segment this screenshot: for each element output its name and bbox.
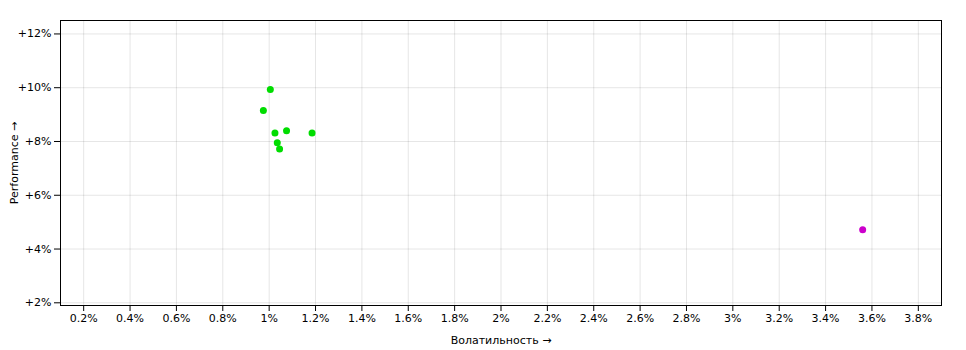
svg-text:0.2%: 0.2%: [70, 312, 98, 325]
svg-text:+8%: +8%: [25, 135, 52, 148]
svg-text:0.4%: 0.4%: [116, 312, 144, 325]
svg-text:Performance →: Performance →: [8, 122, 21, 204]
svg-text:+4%: +4%: [25, 243, 52, 256]
svg-text:2.6%: 2.6%: [626, 312, 654, 325]
svg-text:+12%: +12%: [18, 27, 52, 40]
svg-text:2.2%: 2.2%: [533, 312, 561, 325]
svg-text:3.2%: 3.2%: [765, 312, 793, 325]
svg-text:1%: 1%: [260, 312, 277, 325]
svg-text:2.8%: 2.8%: [672, 312, 700, 325]
svg-text:2.4%: 2.4%: [580, 312, 608, 325]
svg-text:1.2%: 1.2%: [302, 312, 330, 325]
svg-text:1.6%: 1.6%: [394, 312, 422, 325]
svg-text:2%: 2%: [492, 312, 509, 325]
svg-text:+6%: +6%: [25, 189, 52, 202]
svg-text:3.6%: 3.6%: [858, 312, 886, 325]
svg-text:+2%: +2%: [25, 296, 52, 309]
svg-text:0.6%: 0.6%: [162, 312, 190, 325]
svg-text:0.8%: 0.8%: [209, 312, 237, 325]
svg-text:3.8%: 3.8%: [904, 312, 932, 325]
svg-text:+10%: +10%: [18, 81, 52, 94]
svg-text:1.8%: 1.8%: [441, 312, 469, 325]
svg-text:1.4%: 1.4%: [348, 312, 376, 325]
svg-text:3.4%: 3.4%: [812, 312, 840, 325]
svg-text:3%: 3%: [724, 312, 741, 325]
svg-text:Волатильность →: Волатильность →: [451, 334, 552, 347]
